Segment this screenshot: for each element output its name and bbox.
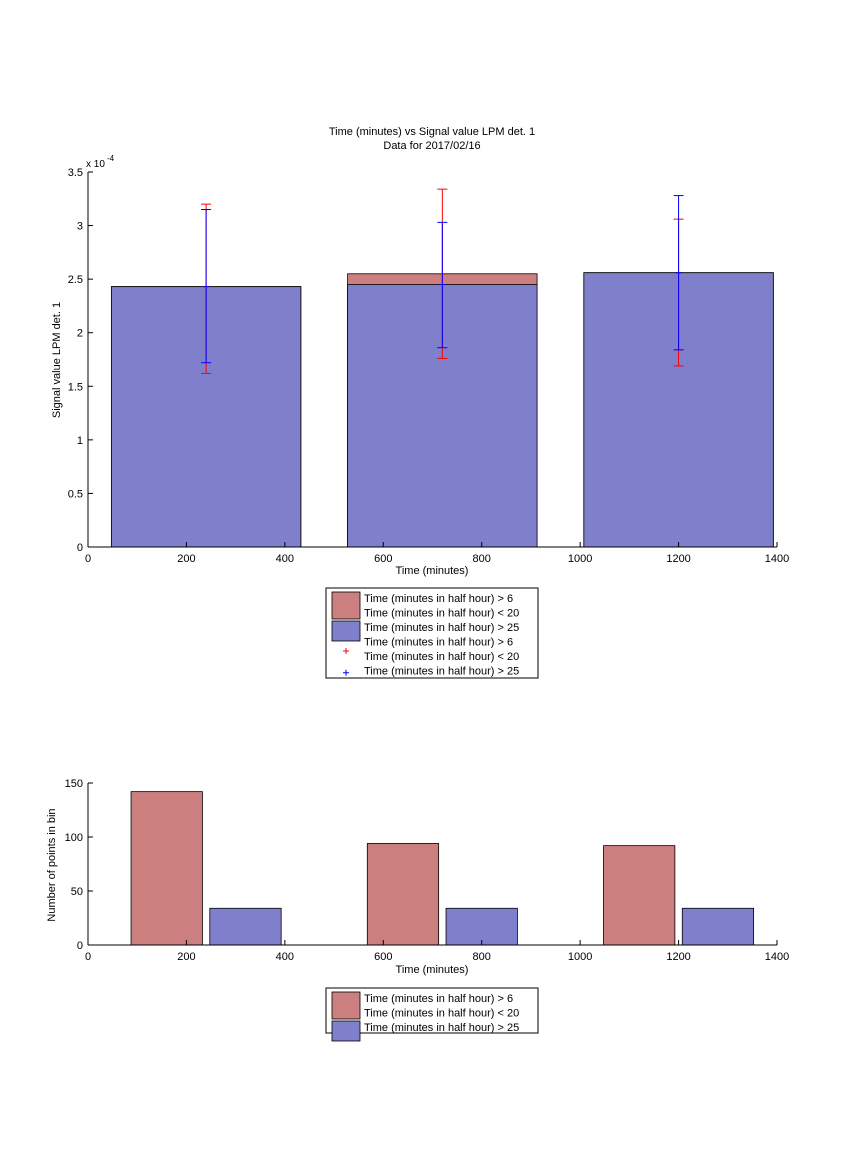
count-bar-blue [445,907,518,946]
count-bar-blue [681,907,755,946]
x-tick-label: 1000 [568,553,592,565]
y-tick-label: 3.5 [68,167,83,179]
x-tick-label: 200 [177,951,195,963]
x-tick-label: 200 [177,553,195,565]
signal-chart-title: Time (minutes) vs Signal value LPM det. … [329,126,535,138]
y-tick-label: 0 [77,542,83,554]
y-tick-label: 3 [77,221,83,233]
count-chart: 0 200 400 600 800 1000 1200 1400 0 50 100 150 Time … [46,778,790,1042]
x-tick-label: 1000 [568,951,592,963]
legend-label: Time (minutes in half hour) > 25 [364,622,519,634]
x-tick-label: 400 [276,553,294,565]
count-bar-red [603,845,676,946]
legend-swatch [331,1020,361,1042]
y-tick-label: 2.5 [68,274,83,286]
count-chart-axes: 0 200 400 600 800 1000 1200 1400 0 50 100 150 [65,778,790,963]
signal-chart-y-exponent-power: -4 [107,154,115,163]
x-tick-label: 0 [85,553,91,565]
legend-label: Time (minutes in half hour) > 6 [364,637,513,649]
y-tick-label: 1.5 [68,381,83,393]
x-tick-label: 800 [473,951,491,963]
legend-label: Time (minutes in half hour) < 20 [364,608,519,620]
y-tick-label: 150 [65,778,83,790]
legend-swatch [331,991,361,1020]
legend-swatch [331,620,361,642]
count-chart-x-label: Time (minutes) [396,964,469,976]
x-tick-label: 1400 [765,951,789,963]
legend-label: Time (minutes in half hour) > 25 [364,666,519,678]
legend-box [325,987,539,1034]
signal-chart-legend: Time (minutes in half hour) > 6 Time (min… [325,587,539,679]
x-tick-label: 1400 [765,553,789,565]
signal-chart-x-label: Time (minutes) [396,565,469,577]
count-chart-bars [130,791,755,946]
x-tick-label: 600 [374,951,392,963]
y-tick-label: 100 [65,832,83,844]
y-tick-label: 50 [71,886,83,898]
legend-label: Time (minutes in half hour) < 20 [364,1008,519,1020]
y-tick-label: 2 [77,328,83,340]
signal-chart-y-exponent-base: x 10 [86,159,105,170]
signal-chart-subtitle: Data for 2017/02/16 [383,140,480,152]
x-tick-label: 600 [374,553,392,565]
x-tick-label: 400 [276,951,294,963]
legend-box [325,587,539,679]
x-tick-label: 0 [85,951,91,963]
legend-label: Time (minutes in half hour) > 6 [364,993,513,1005]
signal-chart-errorbars [201,188,684,374]
y-tick-label: 0.5 [68,488,83,500]
y-tick-label: 0 [77,940,83,952]
count-bar-red [366,843,440,946]
legend-label: Time (minutes in half hour) > 25 [364,1022,519,1034]
x-tick-label: 1200 [666,553,690,565]
signal-chart-y-label: Signal value LPM det. 1 [51,302,63,418]
x-tick-label: 800 [473,553,491,565]
signal-chart: Time (minutes) vs Signal value LPM det. … [51,126,790,679]
count-chart-legend: Time (minutes in half hour) > 6 Time (min… [325,987,539,1042]
y-tick-label: 1 [77,435,83,447]
legend-label: Time (minutes in half hour) < 20 [364,651,519,663]
legend-label: Time (minutes in half hour) > 6 [364,593,513,605]
count-bar-blue [209,907,282,946]
legend-swatch [331,591,361,620]
signal-chart-axes: 0 200 400 600 800 1000 1200 1400 0 0.5 1 1.5 2 2.5 3 3.… [68,167,790,565]
x-tick-label: 1200 [666,951,690,963]
count-chart-y-label: Number of points in bin [46,808,58,921]
count-bar-red [130,791,203,946]
